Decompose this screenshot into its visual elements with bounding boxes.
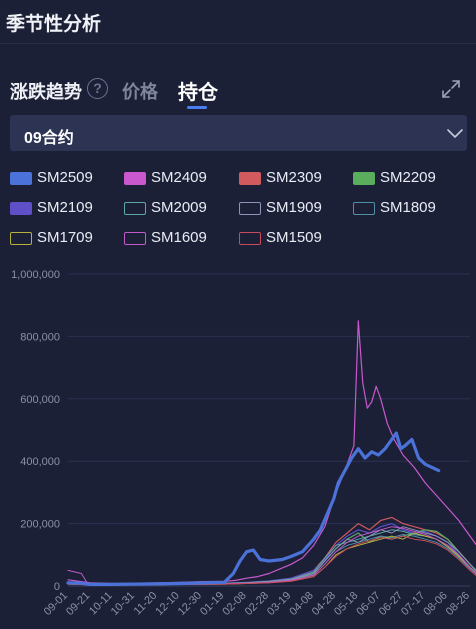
x-tick-label: 03-19 xyxy=(265,590,293,618)
x-tick-label: 04-28 xyxy=(310,590,338,618)
x-tick-label: 10-11 xyxy=(87,590,115,618)
page-title: 季节性分析 xyxy=(6,14,102,35)
legend-swatch xyxy=(239,232,261,245)
legend-item-sm2109[interactable]: SM2109 xyxy=(10,198,120,218)
y-tick-label: 0 xyxy=(54,581,60,593)
legend-label: SM1609 xyxy=(151,229,207,246)
legend-item-sm2009[interactable]: SM2009 xyxy=(124,198,234,218)
legend-swatch xyxy=(10,172,32,185)
legend-item-sm2209[interactable]: SM2209 xyxy=(353,168,463,188)
x-tick-label: 09-21 xyxy=(64,590,92,618)
legend-swatch xyxy=(239,202,261,215)
y-tick-label: 800,000 xyxy=(20,331,60,343)
contract-select[interactable]: 09合约 xyxy=(10,115,467,151)
x-tick-label: 01-19 xyxy=(198,590,226,618)
legend-swatch xyxy=(124,202,146,215)
series-line-sm2209 xyxy=(67,529,476,585)
tab-price[interactable]: 价格 xyxy=(122,82,158,102)
y-tick-label: 1,000,000 xyxy=(11,269,60,281)
legend-item-sm1609[interactable]: SM1609 xyxy=(124,228,234,248)
legend-item-sm2309[interactable]: SM2309 xyxy=(239,168,349,188)
y-tick-label: 200,000 xyxy=(20,519,60,531)
x-tick-label: 08-26 xyxy=(444,590,472,618)
series-line-sm1909 xyxy=(67,526,476,585)
legend-label: SM2309 xyxy=(266,169,322,186)
contract-select-value: 09合约 xyxy=(24,130,74,147)
legend-label: SM1709 xyxy=(37,229,93,246)
legend-label: SM1809 xyxy=(380,199,436,216)
legend-label: SM2409 xyxy=(151,169,207,186)
legend-swatch xyxy=(353,172,375,185)
tab-trend[interactable]: 涨跌趋势 xyxy=(10,82,82,102)
x-tick-label: 10-31 xyxy=(109,590,137,618)
legend-swatch xyxy=(124,232,146,245)
legend-swatch xyxy=(239,172,261,185)
legend-item-sm1509[interactable]: SM1509 xyxy=(239,228,349,248)
legend-item-sm1709[interactable]: SM1709 xyxy=(10,228,120,248)
legend-label: SM2009 xyxy=(151,199,207,216)
active-tab-indicator xyxy=(187,106,207,109)
x-tick-label: 06-27 xyxy=(377,590,405,618)
tab-hold[interactable]: 持仓 xyxy=(178,82,218,104)
x-tick-label: 11-20 xyxy=(132,590,160,618)
y-tick-label: 600,000 xyxy=(20,394,60,406)
legend-label: SM2109 xyxy=(37,199,93,216)
legend-item-sm1809[interactable]: SM1809 xyxy=(353,198,463,218)
legend-swatch xyxy=(353,202,375,215)
x-tick-label: 02-28 xyxy=(243,590,271,618)
series-line-sm1709 xyxy=(67,532,476,586)
legend-item-sm2409[interactable]: SM2409 xyxy=(124,168,234,188)
series-line-sm2309 xyxy=(67,516,476,585)
x-tick-label: 02-08 xyxy=(220,590,248,618)
x-tick-label: 12-30 xyxy=(176,590,204,618)
legend-label: SM2209 xyxy=(380,169,436,186)
chevron-down-icon xyxy=(447,129,463,138)
tab-bar: 涨跌趋势 ? 价格 持仓 xyxy=(0,74,476,109)
x-tick-label: 05-18 xyxy=(332,590,360,618)
question-circle-icon[interactable]: ? xyxy=(87,78,108,99)
legend-item-sm2509[interactable]: SM2509 xyxy=(10,168,120,188)
x-tick-label: 12-10 xyxy=(153,590,181,618)
legend-swatch xyxy=(124,172,146,185)
series-line-sm2509 xyxy=(66,431,441,586)
x-tick-label: 08-06 xyxy=(421,590,449,618)
holding-chart: 1,000,000 800,000 600,000 400,000 200,000 0 09… xyxy=(0,258,476,629)
legend-swatch xyxy=(10,202,32,215)
legend-label: SM1909 xyxy=(266,199,322,216)
x-tick-label: 04-08 xyxy=(287,590,315,618)
expand-icon[interactable] xyxy=(440,78,462,100)
series-line-sm1609 xyxy=(67,526,476,586)
legend-item-sm1909[interactable]: SM1909 xyxy=(239,198,349,218)
chart-legend: SM2509 SM2409 SM2309 SM2209 SM2109 SM2009 SM19… xyxy=(0,168,476,252)
page-header: 季节性分析 xyxy=(0,0,476,44)
series-line-sm2009 xyxy=(67,529,476,585)
x-tick-label: 09-01 xyxy=(42,590,70,618)
legend-label: SM1509 xyxy=(266,229,322,246)
x-tick-label: 06-07 xyxy=(354,590,382,618)
legend-label: SM2509 xyxy=(37,169,93,186)
y-tick-label: 400,000 xyxy=(20,456,60,468)
x-tick-label: 07-17 xyxy=(399,590,427,618)
chart-svg: 1,000,000800,000600,000400,000200,000009… xyxy=(11,269,476,618)
legend-swatch xyxy=(10,232,32,245)
